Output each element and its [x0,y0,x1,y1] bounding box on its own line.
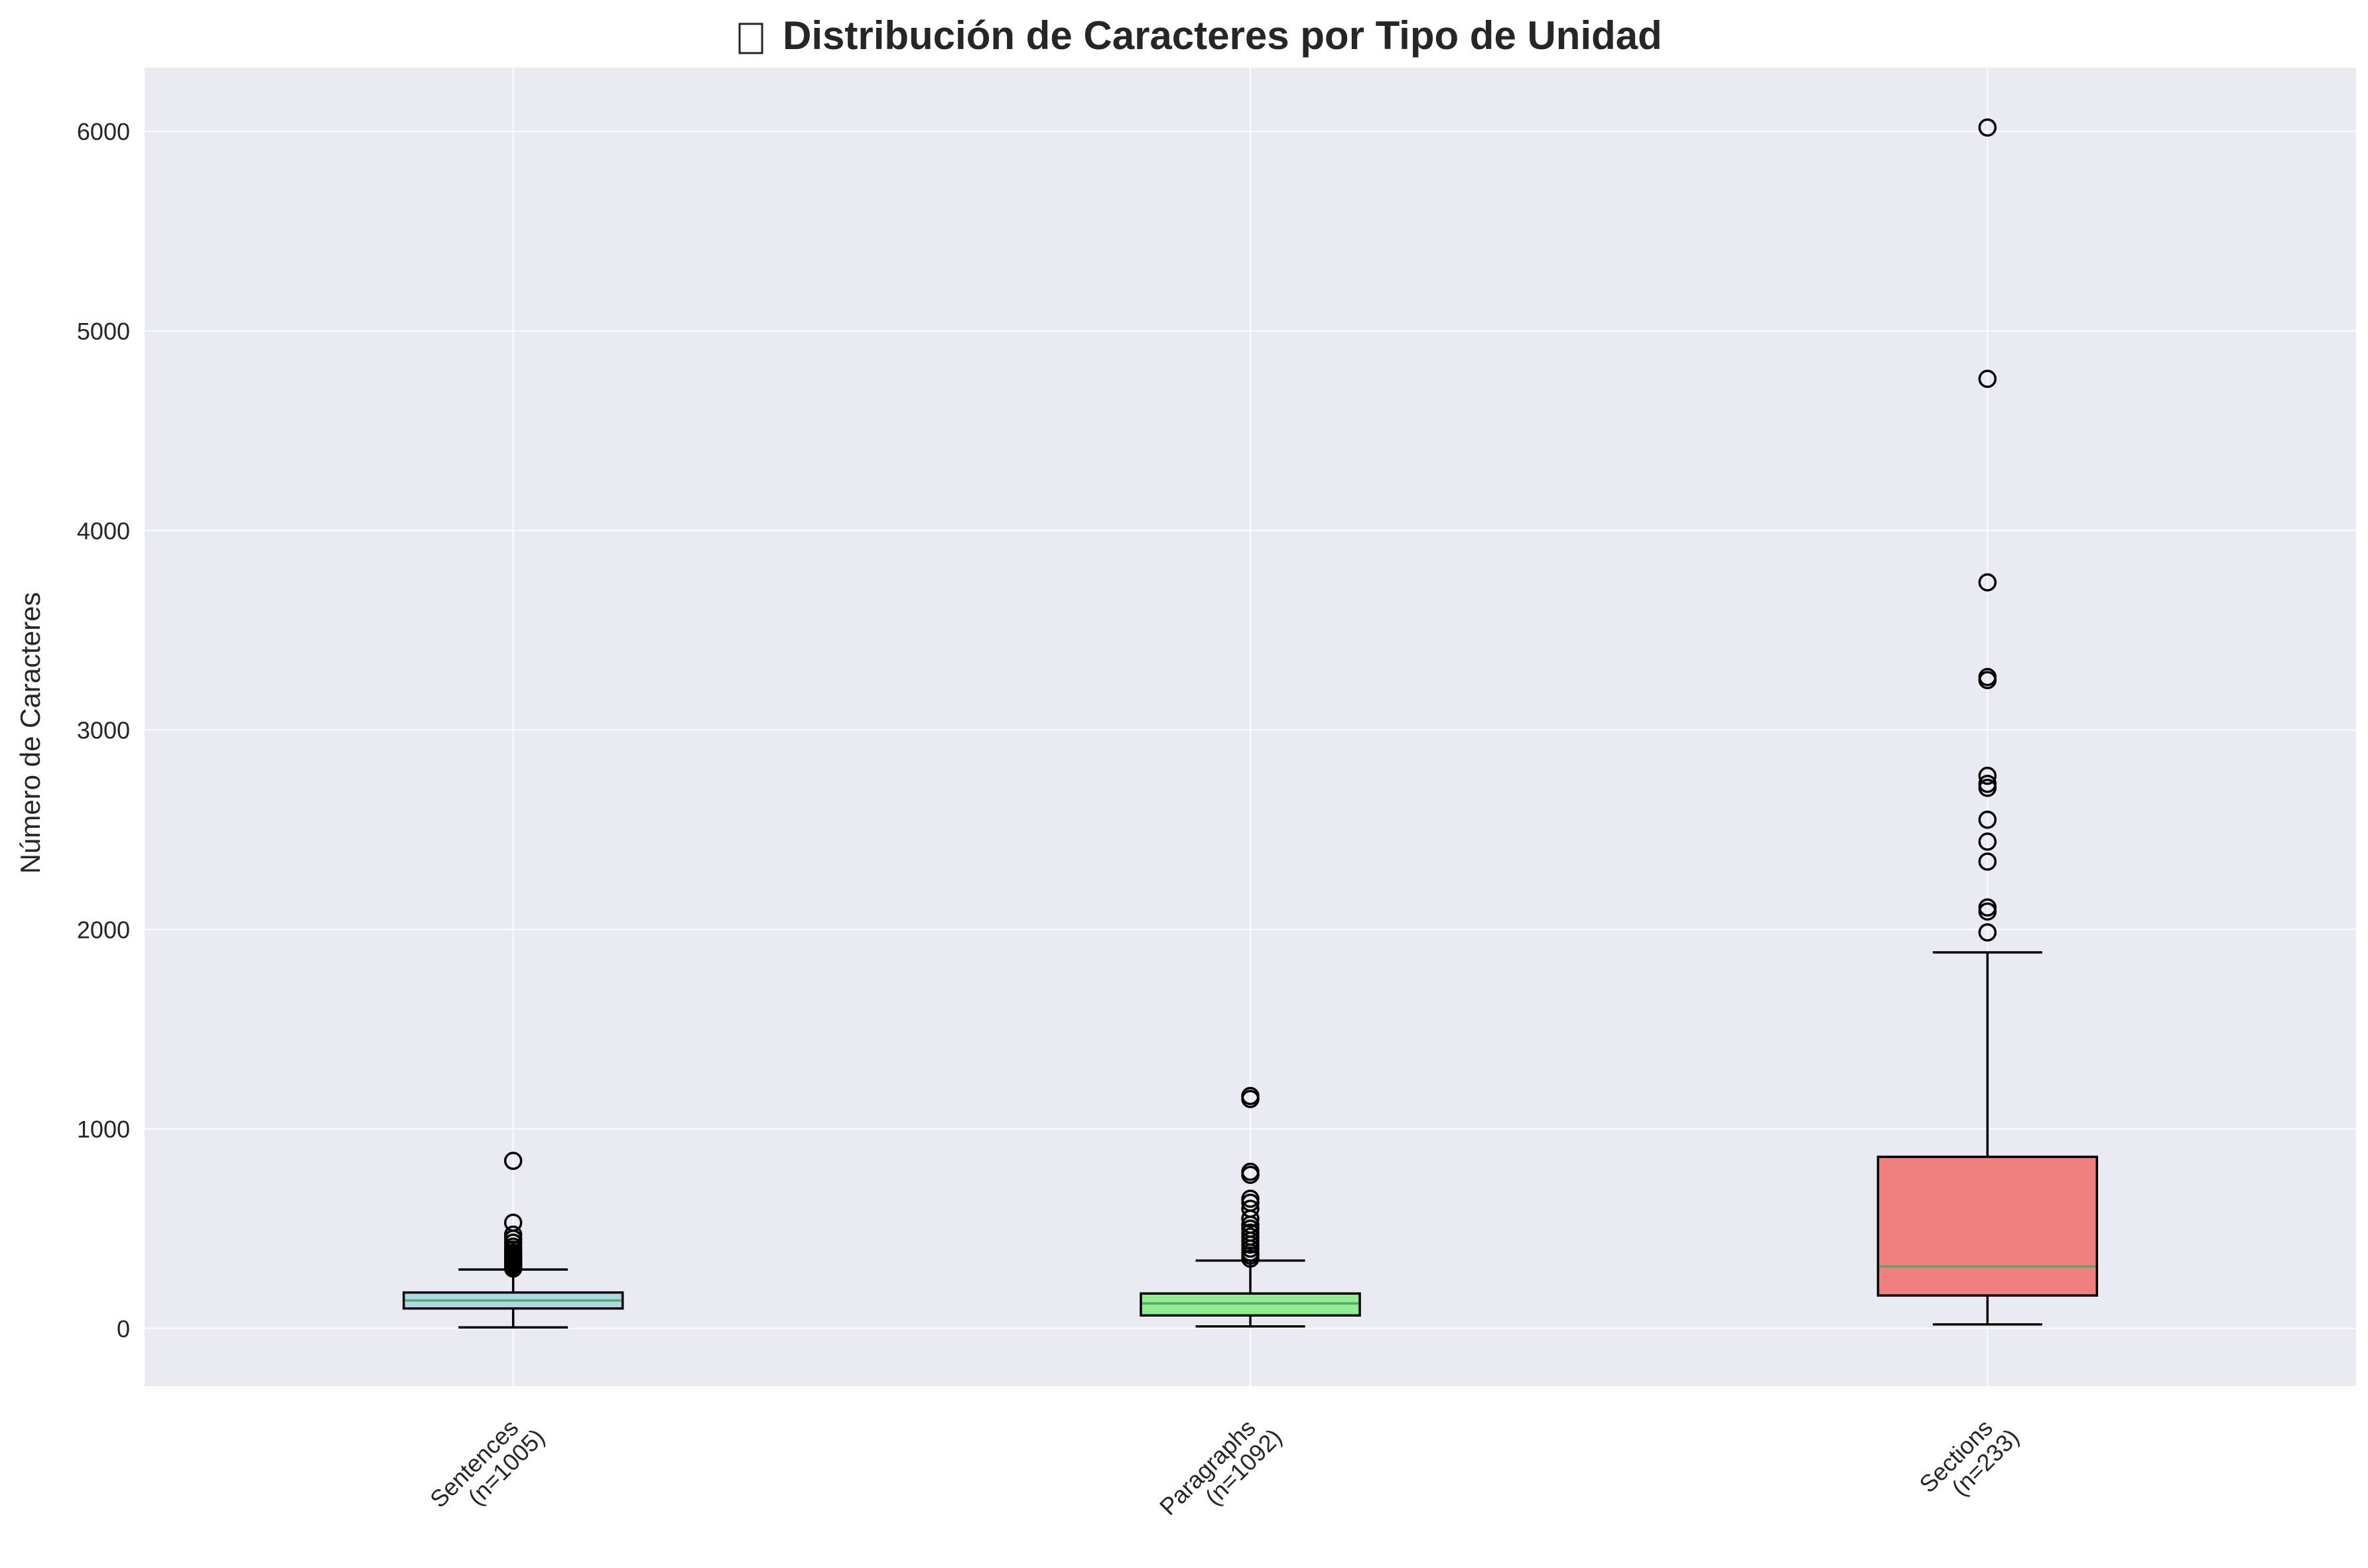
box-sentences [402,1151,624,1329]
outlier-point [1241,1199,1260,1218]
y-tick-label: 5000 [77,318,130,345]
y-axis-label: Número de Caracteres [15,592,46,874]
box-paragraphs [1140,1086,1361,1328]
y-tick-label: 0 [117,1315,130,1342]
y-tick-label: 2000 [77,916,130,943]
y-tick-label: 6000 [77,118,130,145]
outlier-point [1978,852,1997,871]
outlier-point [1978,923,1997,942]
y-axis-ticks: 0 1000 2000 3000 4000 5000 6000 [77,118,130,1342]
x-tick-label: Sections(n=233) [1914,1405,2024,1516]
chart-glyph-icon [738,23,763,54]
outlier-point [1978,573,1997,592]
outlier-point [503,1225,523,1244]
outlier-point [1978,898,1997,917]
outlier-point [1978,811,1997,829]
x-tick-label: Paragraphs(n=1092) [1154,1405,1287,1538]
outlier-point [1978,774,1997,793]
box-plots [402,118,2099,1329]
outlier-point [503,1213,523,1232]
x-tick-label: Sentences(n=1005) [425,1405,550,1531]
y-tick-label: 3000 [77,717,130,744]
box-iqr [1876,1155,2099,1297]
y-tick-label: 4000 [77,517,130,545]
chart-title-text: Distribución de Caracteres por Tipo de U… [783,13,1662,58]
outlier-point [1241,1189,1260,1209]
y-tick-label: 1000 [77,1116,130,1143]
outlier-point [503,1151,523,1170]
outlier-point [1978,668,1997,686]
outlier-point [1241,1162,1260,1181]
outlier-point [1978,832,1997,851]
x-axis-ticks: Sentences(n=1005) Paragraphs(n=1092) Secti… [425,1405,2024,1538]
chart-title: Distribución de Caracteres por Tipo de U… [738,13,1662,58]
outlier-point [1241,1086,1260,1106]
outlier-point [1978,369,1997,388]
box-sections [1876,118,2099,1326]
outlier-point [1978,766,1997,785]
outlier-point [1978,118,1997,137]
